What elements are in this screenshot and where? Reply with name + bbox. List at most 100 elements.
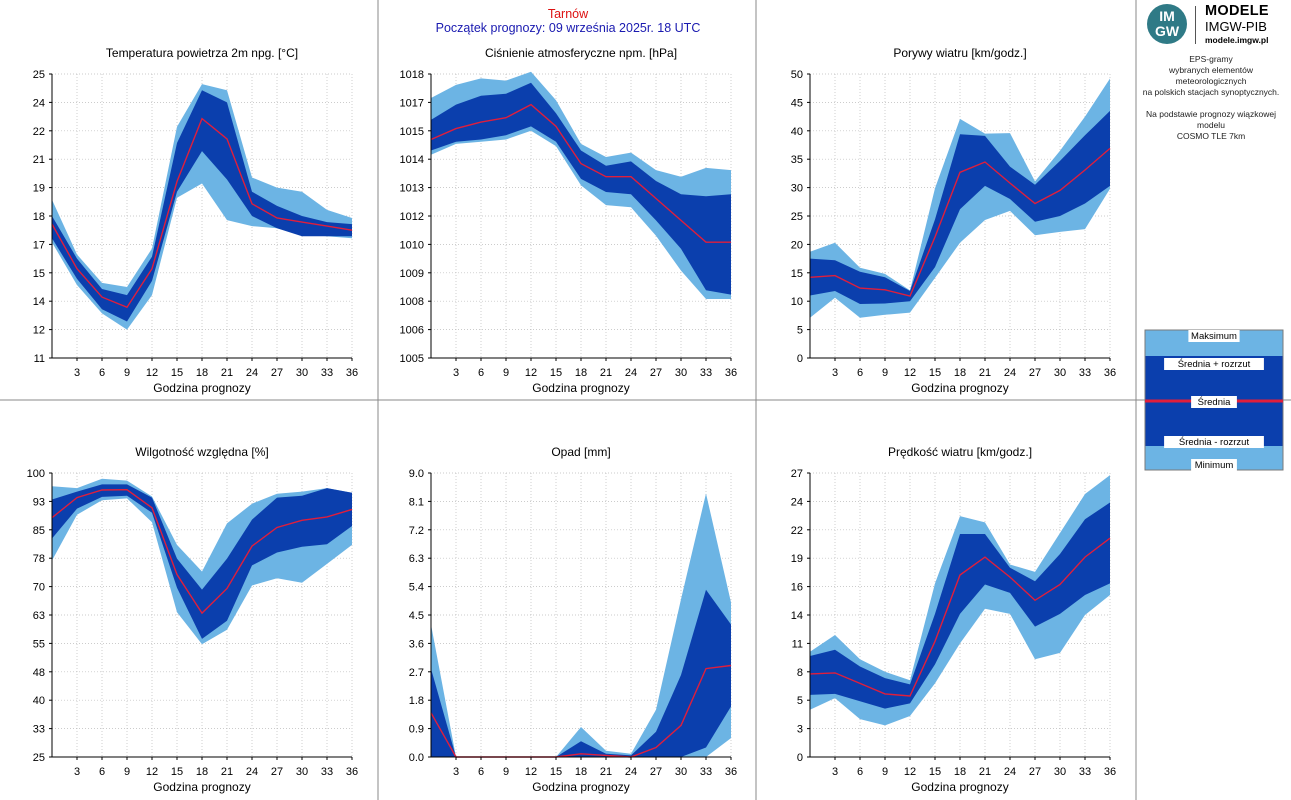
x-tick-label: 36 [1104, 766, 1116, 778]
x-tick-label: 21 [600, 766, 612, 778]
y-tick-label: 7.2 [409, 525, 424, 537]
y-tick-label: 14 [791, 610, 803, 622]
logo-url: modele.imgw.pl [1205, 35, 1269, 45]
description-line: COSMO TLE 7km [1176, 131, 1246, 141]
x-tick-label: 21 [221, 766, 233, 778]
x-tick-label: 24 [1004, 766, 1016, 778]
x-axis-label: Godzina prognozy [911, 780, 1008, 794]
y-tick-label: 1006 [400, 325, 424, 337]
inner-band [810, 502, 1110, 709]
x-tick-label: 27 [271, 766, 283, 778]
x-tick-label: 30 [1054, 766, 1066, 778]
y-tick-label: 19 [791, 553, 803, 565]
y-tick-label: 15 [791, 268, 803, 280]
x-tick-label: 6 [478, 367, 484, 379]
x-tick-label: 3 [832, 766, 838, 778]
x-tick-label: 9 [882, 367, 888, 379]
x-tick-label: 12 [525, 367, 537, 379]
x-tick-label: 27 [1029, 766, 1041, 778]
y-tick-label: 1.8 [409, 695, 424, 707]
x-tick-label: 12 [525, 766, 537, 778]
y-tick-label: 17 [33, 239, 45, 251]
y-tick-label: 93 [33, 496, 45, 508]
y-tick-label: 22 [33, 126, 45, 138]
x-tick-label: 30 [675, 367, 687, 379]
x-tick-label: 18 [575, 766, 587, 778]
x-tick-label: 15 [550, 766, 562, 778]
legend-mean-label: Średnia [1198, 396, 1231, 408]
description-line: EPS-gramy [1189, 54, 1233, 64]
inner-band [431, 82, 731, 295]
inner-band [810, 110, 1110, 305]
x-axis-label: Godzina prognozy [532, 381, 629, 395]
inner-band [52, 484, 352, 639]
chart-panel-1: Temperatura powietrza 2m npg. [°C] 11 12 14… [33, 46, 358, 395]
description-line: Na podstawie prognozy wiązkowej modelu [1146, 109, 1276, 130]
x-axis-label: Godzina prognozy [153, 780, 250, 794]
imgw-logo[interactable]: IM GW MODELE IMGW-PIB modele.imgw.pl [1143, 2, 1283, 48]
imgw-logo-mark: IM GW [1147, 4, 1187, 44]
y-tick-label: 33 [33, 724, 45, 736]
chart-title: Porywy wiatru [km/godz.] [893, 46, 1026, 60]
y-tick-label: 9.0 [409, 468, 424, 480]
legend-mean-plus-label: Średnia + rozrzut [1178, 358, 1251, 370]
x-tick-label: 36 [725, 766, 737, 778]
chart-title: Prędkość wiatru [km/godz.] [888, 445, 1032, 459]
y-tick-label: 48 [33, 667, 45, 679]
legend-label-bg [1164, 436, 1264, 448]
x-tick-label: 18 [196, 766, 208, 778]
y-tick-label: 70 [33, 582, 45, 594]
x-tick-label: 12 [904, 766, 916, 778]
x-tick-label: 30 [675, 766, 687, 778]
y-tick-label: 21 [33, 154, 45, 166]
x-tick-label: 24 [246, 766, 258, 778]
x-tick-label: 30 [296, 766, 308, 778]
y-tick-label: 6.3 [409, 553, 424, 565]
x-axis-label: Godzina prognozy [532, 780, 629, 794]
mean-line [809, 147, 1111, 297]
x-tick-label: 6 [478, 766, 484, 778]
x-tick-label: 6 [857, 766, 863, 778]
y-tick-label: 11 [792, 638, 803, 650]
chart-title: Ciśnienie atmosferyczne npm. [hPa] [485, 46, 677, 60]
y-tick-label: 8.1 [409, 496, 424, 508]
y-tick-label: 63 [33, 610, 45, 622]
y-tick-label: 45 [791, 97, 803, 109]
x-tick-label: 18 [196, 367, 208, 379]
y-tick-label: 10 [791, 296, 803, 308]
x-tick-label: 27 [271, 367, 283, 379]
y-tick-label: 0.9 [409, 724, 424, 736]
x-tick-label: 3 [74, 766, 80, 778]
y-tick-label: 19 [33, 183, 45, 195]
chart-title: Wilgotność względna [%] [135, 445, 268, 459]
y-tick-label: 85 [33, 525, 45, 537]
y-tick-label: 1012 [400, 211, 424, 223]
x-tick-label: 36 [725, 367, 737, 379]
chart-title: Temperatura powietrza 2m npg. [°C] [106, 46, 298, 60]
y-tick-label: 5 [797, 325, 803, 337]
y-tick-label: 0 [797, 752, 803, 764]
description-line: wybranych elementów meteorologicznych [1168, 65, 1254, 86]
y-tick-label: 2.7 [409, 667, 424, 679]
y-tick-label: 40 [791, 126, 803, 138]
x-tick-label: 15 [550, 367, 562, 379]
x-tick-label: 33 [700, 367, 712, 379]
y-tick-label: 1017 [400, 97, 424, 109]
y-tick-label: 12 [33, 325, 45, 337]
x-tick-label: 24 [625, 766, 637, 778]
x-tick-label: 9 [503, 766, 509, 778]
logo-mark-top: IM [1159, 8, 1175, 24]
inner-band [52, 90, 352, 322]
mean-line [809, 537, 1111, 697]
y-tick-label: 100 [27, 468, 45, 480]
y-tick-label: 55 [33, 638, 45, 650]
x-axis-label: Godzina prognozy [153, 381, 250, 395]
legend-min-label: Minimum [1195, 460, 1234, 471]
x-tick-label: 6 [99, 766, 105, 778]
legend-label-bg [1191, 396, 1237, 408]
y-tick-label: 27 [791, 468, 803, 480]
x-tick-label: 27 [650, 367, 662, 379]
y-tick-label: 3 [797, 724, 803, 736]
legend-label-bg [1164, 358, 1264, 370]
